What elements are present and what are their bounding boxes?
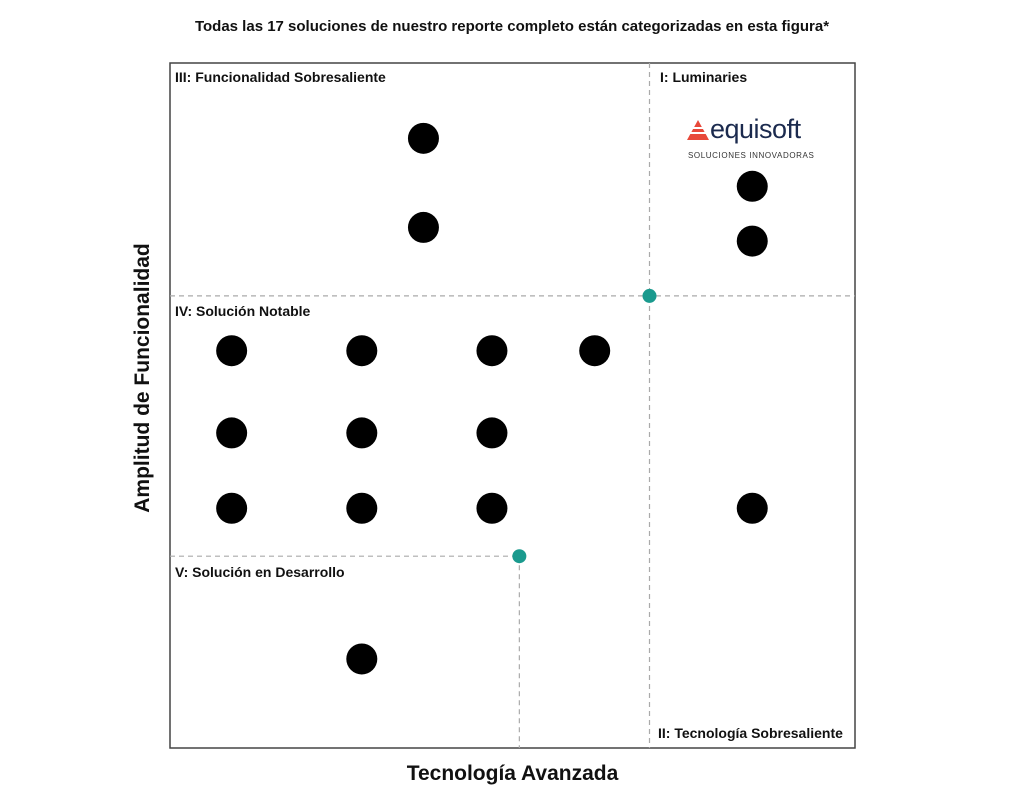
data-point xyxy=(476,417,508,449)
quadrant-label-i: I: Luminaries xyxy=(660,69,747,85)
plot-frame xyxy=(169,62,856,749)
data-point xyxy=(407,211,439,243)
y-axis-label: Amplitud de Funcionalidad xyxy=(131,243,154,513)
data-point xyxy=(216,417,248,449)
quadrant-label-iii: III: Funcionalidad Sobresaliente xyxy=(175,69,386,85)
x-axis-label: Tecnología Avanzada xyxy=(406,762,619,785)
data-point xyxy=(346,417,378,449)
data-point xyxy=(736,170,768,202)
logo-tagline: SOLUCIONES INNOVADORAS xyxy=(688,151,815,160)
data-point xyxy=(216,335,248,367)
data-points xyxy=(216,122,768,675)
logo-brand-text: equisoft xyxy=(710,114,801,144)
threshold-marker xyxy=(642,288,657,303)
equisoft-logo: equisoft SOLUCIONES INNOVADORAS xyxy=(682,114,822,164)
data-point xyxy=(407,122,439,154)
threshold-markers xyxy=(512,288,657,564)
quadrant-label-v: V: Solución en Desarrollo xyxy=(175,564,345,580)
data-point xyxy=(476,492,508,524)
triangle-stripes-icon xyxy=(687,120,709,140)
quadrant-label-iv: IV: Solución Notable xyxy=(175,303,311,319)
threshold-marker xyxy=(512,549,527,564)
quadrant-dividers xyxy=(170,63,855,748)
data-point xyxy=(579,335,611,367)
data-point xyxy=(736,225,768,257)
data-point xyxy=(346,492,378,524)
data-point xyxy=(346,335,378,367)
data-point xyxy=(216,492,248,524)
quadrant-labels: III: Funcionalidad Sobresaliente I: Lumi… xyxy=(175,69,843,741)
data-point xyxy=(476,335,508,367)
chart-title: Todas las 17 soluciones de nuestro repor… xyxy=(194,18,830,35)
quadrant-label-ii: II: Tecnología Sobresaliente xyxy=(658,725,843,741)
data-point xyxy=(736,492,768,524)
data-point xyxy=(346,643,378,675)
